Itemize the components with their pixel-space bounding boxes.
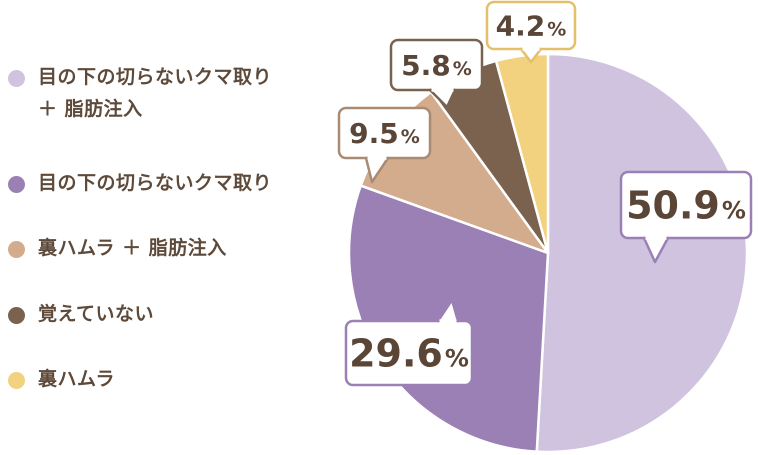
legend-label: 裏ハムラ [38,368,116,390]
legend-label: 目の下の切らないクマ取り ＋ 脂肪注入 [38,66,273,120]
data-label: 29.6% [344,298,474,387]
legend-label: 裏ハムラ ＋ 脂肪注入 [38,237,227,259]
legend-item: 裏ハムラ ＋ 脂肪注入 [8,237,227,264]
legend-item: 裏ハムラ [8,368,115,395]
data-label-text: 29.6% [349,332,469,376]
legend-label: 目の下の切らないクマ取り [38,172,273,194]
legend-swatch [8,372,25,389]
legend-label: 覚えていない [38,303,155,325]
pie-slice [535,52,749,454]
data-label-box [344,319,474,387]
data-label-text: 9.5% [349,117,420,150]
legend-swatch [8,70,25,87]
legend-swatch [8,241,25,258]
legend-swatch [8,176,25,193]
value-callouts: 50.9% 29.6% 9.5 % 5.8 % 4.2% [337,0,753,387]
data-label: 50.9% [619,170,753,264]
data-label-text: 50.9% [626,184,746,228]
data-label: 4.2% [485,0,577,64]
data-label: 5.8% [389,38,484,109]
data-label-text: 5.8% [401,49,472,82]
legend-item: 覚えていない [8,303,154,330]
legend-swatch [8,307,25,324]
legend: 目の下の切らないクマ取り ＋ 脂肪注入 目の下の切らないクマ取り 裏ハムラ ＋ … [0,0,340,455]
legend-item: 目の下の切らないクマ取り [8,172,272,199]
data-label: 9.5% [337,106,432,184]
data-label-text: 4.2% [496,10,567,43]
data-label-box [619,170,753,240]
pie-slice [494,52,550,255]
legend-item: 目の下の切らないクマ取り ＋ 脂肪注入 [8,66,272,125]
